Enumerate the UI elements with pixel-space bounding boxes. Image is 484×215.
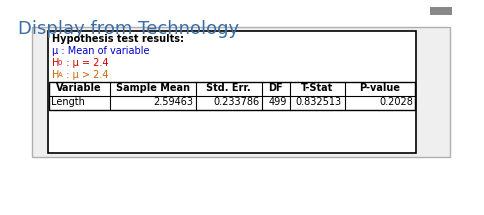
FancyBboxPatch shape	[430, 7, 452, 15]
Text: 0.2028: 0.2028	[379, 97, 413, 107]
Text: : μ = 2.4: : μ = 2.4	[63, 58, 108, 68]
Text: Length: Length	[51, 97, 85, 107]
Text: Sample Mean: Sample Mean	[116, 83, 190, 93]
Text: DF: DF	[268, 83, 283, 93]
FancyBboxPatch shape	[32, 27, 450, 157]
Text: 499: 499	[269, 97, 287, 107]
Text: Display from Technology: Display from Technology	[18, 20, 239, 38]
Text: T-Stat: T-Stat	[301, 83, 333, 93]
FancyBboxPatch shape	[48, 31, 416, 153]
Text: Hypothesis test results:: Hypothesis test results:	[52, 34, 184, 44]
Text: H: H	[52, 70, 60, 80]
Text: : μ > 2.4: : μ > 2.4	[63, 70, 108, 80]
Text: 0: 0	[58, 60, 62, 66]
Text: Std. Err.: Std. Err.	[206, 83, 251, 93]
Text: 2.59463: 2.59463	[153, 97, 193, 107]
Text: P-value: P-value	[360, 83, 400, 93]
Text: μ : Mean of variable: μ : Mean of variable	[52, 46, 150, 56]
Text: H: H	[52, 58, 60, 68]
Text: A: A	[58, 72, 63, 78]
Text: Variable: Variable	[56, 83, 102, 93]
Text: 0.832513: 0.832513	[296, 97, 342, 107]
Text: 0.233786: 0.233786	[213, 97, 259, 107]
FancyBboxPatch shape	[49, 82, 415, 110]
